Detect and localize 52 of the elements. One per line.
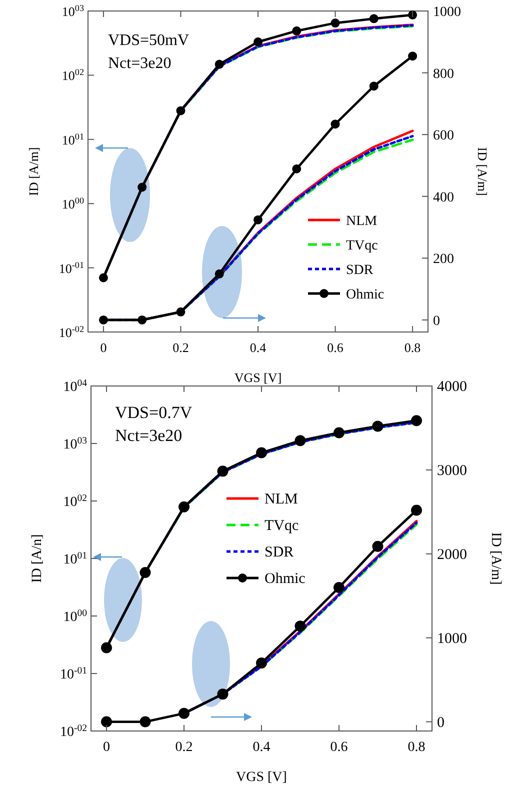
- x-tick-label: 0: [103, 740, 110, 755]
- legend-label: SDR: [346, 263, 374, 278]
- x-tick-label: 0.8: [404, 340, 421, 355]
- y2-tick-label: 4000: [437, 379, 467, 395]
- legend-label: Ohmic: [346, 288, 384, 302]
- y-tick-label: 10$^{00}$: [62, 196, 84, 212]
- y-tick-label: 10$^{01}$: [62, 131, 84, 148]
- y-tick-label: 10$^{00}$: [63, 608, 88, 625]
- annotation: Nct=3e20: [108, 55, 172, 72]
- annotation: VDS=50mV: [108, 32, 190, 49]
- y-tick-label: 10$^{-01}$: [60, 665, 88, 682]
- x-tick-label: 0.6: [330, 740, 348, 755]
- y-tick-label: 10$^{02}$: [63, 492, 88, 510]
- legend-label: NLM: [346, 214, 378, 229]
- x-tick-label: 0.4: [252, 740, 270, 755]
- y2-tick-label: 800: [433, 66, 454, 82]
- x-tick-label: 0.8: [408, 740, 426, 755]
- y-tick-label: 10$^{-01}$: [58, 260, 84, 276]
- y2-tick-label: 400: [433, 190, 454, 206]
- x-tick-label: 0.4: [250, 340, 267, 355]
- legend-label: TVqc: [346, 238, 378, 254]
- y2-tick-label: 0: [433, 314, 440, 329]
- y2-tick-label: 600: [433, 128, 454, 144]
- y-axis-title: ID [A/n]: [30, 534, 45, 583]
- y2-tick-label: 3000: [437, 462, 467, 479]
- y2-tick-label: 1000: [433, 5, 461, 20]
- x-tick-label: 0.2: [175, 740, 193, 755]
- x-tick-label: 0: [100, 340, 107, 355]
- y-tick-label: 10$^{03}$: [62, 3, 84, 19]
- y-tick-label: 10$^{03}$: [63, 435, 88, 452]
- annotation: VDS=0.7V: [115, 403, 193, 422]
- legend-label: NLM: [264, 492, 298, 508]
- y-tick-label: 10$^{04}$: [63, 378, 88, 395]
- y2-axis-title: ID [A/m]: [488, 532, 503, 585]
- y2-tick-label: 2000: [437, 546, 467, 563]
- legend-label: Ohmic: [264, 571, 306, 587]
- y2-axis-title: ID [A/m]: [475, 147, 490, 196]
- y-axis-title: ID [A/m]: [26, 147, 41, 196]
- y-tick-label: 10$^{02}$: [62, 67, 84, 84]
- x-axis-title: VGS [V]: [234, 370, 282, 385]
- y-tick-label: 10$^{-02}$: [58, 324, 84, 340]
- y-tick-label: 10$^{01}$: [63, 550, 88, 568]
- y2-tick-label: 1000: [437, 630, 467, 647]
- annotation: Nct=3e20: [115, 426, 182, 445]
- x-axis-title: VGS [V]: [236, 770, 287, 785]
- legend-label: SDR: [264, 544, 294, 560]
- x-tick-label: 0.6: [327, 340, 344, 355]
- legend-label: TVqc: [264, 518, 299, 534]
- y2-tick-label: 200: [433, 252, 454, 268]
- y-tick-label: 10$^{-02}$: [60, 722, 88, 740]
- y2-tick-label: 0: [437, 714, 444, 731]
- x-tick-label: 0.2: [172, 340, 189, 355]
